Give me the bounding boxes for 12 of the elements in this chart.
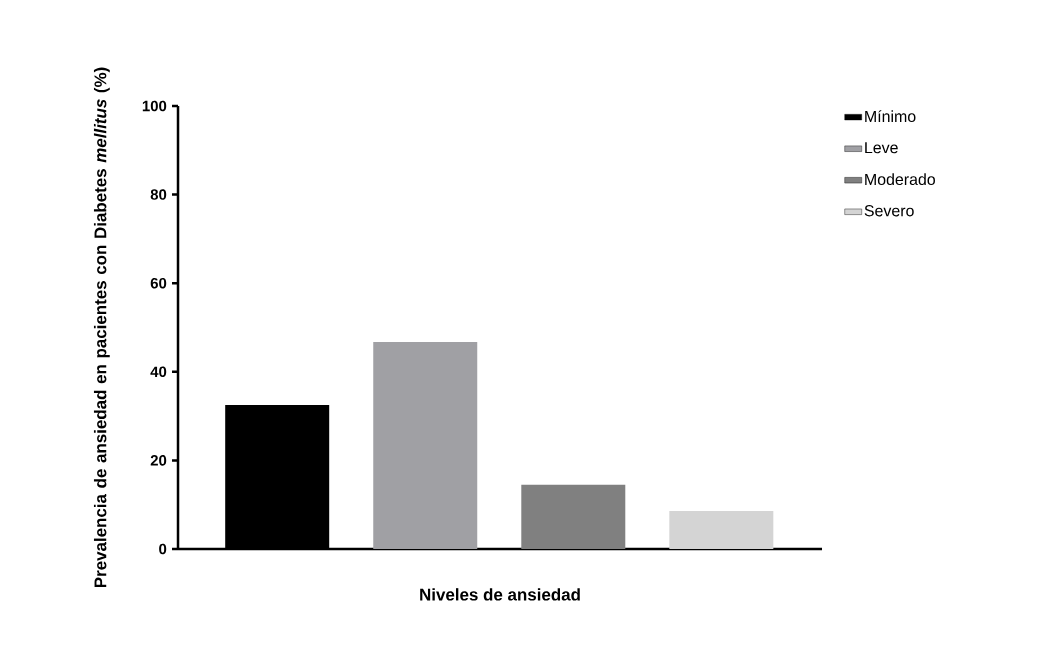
y-tick-label: 80 — [150, 189, 167, 200]
legend-label: Leve — [865, 142, 898, 154]
legend-label: Moderado — [865, 173, 935, 186]
y-tick-label: 0 — [159, 543, 167, 555]
legend-label: Mínimo — [865, 110, 916, 123]
y-tick-label: 100 — [142, 100, 167, 112]
y-axis-title: Prevalencia de ansiedad en pacientes con Diabetes mellitus (%) — [93, 67, 110, 588]
y-tick-label: 60 — [150, 277, 167, 289]
y-tick-label: 20 — [150, 455, 167, 466]
x-axis-title: Niveles de ansiedad — [420, 588, 580, 601]
legend-label: Severo — [864, 205, 914, 217]
y-tick-label: 40 — [150, 366, 167, 378]
